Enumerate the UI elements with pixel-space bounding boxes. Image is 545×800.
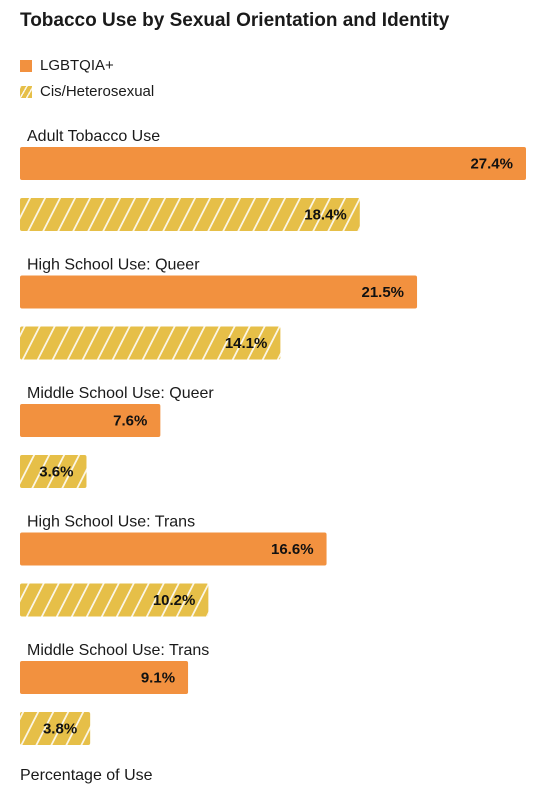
value-label-cis-heterosexual-middle-school-use-queer: 3.6% xyxy=(39,464,73,481)
chart-title: Tobacco Use by Sexual Orientation and Id… xyxy=(20,10,450,31)
bar-lgbtqia-middle-school-use-queer[interactable] xyxy=(20,404,161,437)
value-label-lgbtqia-adult-tobacco-use: 27.4% xyxy=(470,156,513,173)
legend-swatch-lgbtqia xyxy=(20,59,32,72)
category-label-middle-school-use-trans: Middle School Use: Trans xyxy=(27,642,209,659)
bar-cis-heterosexual-middle-school-use-queer[interactable] xyxy=(20,455,87,488)
legend-label-cis-heterosexual: Cis/Heterosexual xyxy=(40,83,155,100)
legend-item-cis-heterosexual[interactable]: Cis/Heterosexual xyxy=(20,83,154,100)
bar-lgbtqia-high-school-use-trans[interactable] xyxy=(20,532,327,566)
bar-cis-heterosexual-middle-school-use-trans[interactable] xyxy=(20,712,91,745)
x-axis-label: Percentage of Use xyxy=(20,767,153,784)
bar-cis-heterosexual-high-school-use-trans[interactable] xyxy=(20,583,209,617)
category-label-high-school-use-trans: High School Use: Trans xyxy=(27,514,195,531)
category-label-high-school-use-queer: High School Use: Queer xyxy=(27,257,200,274)
value-label-cis-heterosexual-adult-tobacco-use: 18.4% xyxy=(304,207,347,224)
value-label-lgbtqia-middle-school-use-queer: 7.6% xyxy=(113,413,147,430)
value-label-cis-heterosexual-high-school-use-trans: 10.2% xyxy=(153,592,196,609)
category-label-adult-tobacco-use: Adult Tobacco Use xyxy=(27,128,160,145)
bar-lgbtqia-adult-tobacco-use[interactable] xyxy=(20,147,526,180)
value-label-cis-heterosexual-high-school-use-queer: 14.1% xyxy=(225,335,268,352)
value-label-cis-heterosexual-middle-school-use-trans: 3.8% xyxy=(43,721,77,738)
bar-cis-heterosexual-high-school-use-queer[interactable] xyxy=(20,326,281,360)
value-label-lgbtqia-middle-school-use-trans: 9.1% xyxy=(141,670,175,687)
value-label-lgbtqia-high-school-use-trans: 16.6% xyxy=(271,541,314,558)
bar-lgbtqia-high-school-use-queer[interactable] xyxy=(20,275,418,309)
value-label-lgbtqia-high-school-use-queer: 21.5% xyxy=(361,284,404,301)
legend-label-lgbtqia: LGBTQIA+ xyxy=(40,57,114,74)
bar-lgbtqia-middle-school-use-trans[interactable] xyxy=(20,661,189,694)
bar-cis-heterosexual-adult-tobacco-use[interactable] xyxy=(20,198,360,231)
legend-swatch-cis-heterosexual xyxy=(20,85,32,98)
category-label-middle-school-use-queer: Middle School Use: Queer xyxy=(27,385,214,402)
legend-item-lgbtqia[interactable]: LGBTQIA+ xyxy=(20,57,114,74)
